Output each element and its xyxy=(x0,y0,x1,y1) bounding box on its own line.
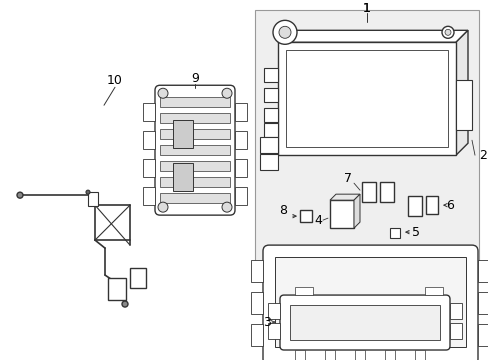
Bar xyxy=(142,131,155,149)
Circle shape xyxy=(222,88,231,98)
Bar xyxy=(173,163,193,191)
Bar xyxy=(384,350,394,360)
Bar xyxy=(88,192,98,206)
Bar xyxy=(449,323,461,339)
Circle shape xyxy=(272,20,296,44)
Circle shape xyxy=(158,88,168,98)
FancyBboxPatch shape xyxy=(263,245,477,360)
Text: 4: 4 xyxy=(313,213,321,227)
Circle shape xyxy=(17,192,23,198)
Bar xyxy=(353,305,365,323)
Bar xyxy=(235,103,246,121)
Bar xyxy=(142,103,155,121)
Circle shape xyxy=(222,202,231,212)
Bar xyxy=(160,177,229,187)
Text: 2: 2 xyxy=(478,149,486,162)
Bar xyxy=(160,129,229,139)
Bar xyxy=(264,68,278,82)
Bar xyxy=(379,182,393,202)
Bar xyxy=(267,303,280,319)
Bar xyxy=(130,268,146,288)
Bar xyxy=(250,324,263,346)
Bar xyxy=(299,210,311,222)
Bar xyxy=(414,350,424,360)
Text: 1: 1 xyxy=(362,2,370,15)
Bar xyxy=(142,159,155,177)
Circle shape xyxy=(158,202,168,212)
Bar xyxy=(354,350,364,360)
Circle shape xyxy=(122,301,128,307)
Bar xyxy=(449,303,461,319)
Bar xyxy=(425,196,437,214)
Circle shape xyxy=(279,26,290,38)
Bar xyxy=(278,42,455,155)
Bar xyxy=(108,278,126,300)
Bar xyxy=(160,193,229,203)
Bar xyxy=(315,307,324,321)
Polygon shape xyxy=(455,30,467,155)
Polygon shape xyxy=(353,194,359,228)
Text: 3: 3 xyxy=(263,315,270,329)
Bar xyxy=(160,161,229,171)
Bar xyxy=(329,200,353,228)
Bar xyxy=(264,123,278,137)
Bar xyxy=(235,187,246,205)
Bar xyxy=(254,10,478,280)
Bar xyxy=(294,287,312,295)
FancyBboxPatch shape xyxy=(280,295,449,350)
Text: 7: 7 xyxy=(343,172,351,185)
Bar xyxy=(285,50,447,147)
Polygon shape xyxy=(278,30,467,42)
Bar xyxy=(294,350,305,360)
Bar xyxy=(264,88,278,102)
Bar xyxy=(160,97,229,107)
Bar xyxy=(455,80,471,130)
Bar xyxy=(325,350,334,360)
Text: 6: 6 xyxy=(445,199,453,212)
Circle shape xyxy=(86,190,90,194)
Bar xyxy=(424,287,442,295)
FancyBboxPatch shape xyxy=(155,85,235,215)
Bar xyxy=(235,159,246,177)
Circle shape xyxy=(441,26,453,38)
Text: 8: 8 xyxy=(279,204,286,217)
Bar xyxy=(267,323,280,339)
Bar xyxy=(407,196,421,216)
Bar xyxy=(160,113,229,123)
Bar xyxy=(477,260,488,282)
Circle shape xyxy=(444,29,450,35)
Bar xyxy=(477,292,488,314)
Bar xyxy=(160,145,229,155)
Bar xyxy=(361,182,375,202)
Bar xyxy=(313,305,325,323)
Text: 10: 10 xyxy=(107,74,122,87)
Bar xyxy=(235,131,246,149)
Bar xyxy=(142,187,155,205)
Bar xyxy=(274,257,465,347)
Bar xyxy=(250,292,263,314)
Bar xyxy=(264,108,278,122)
Bar xyxy=(260,154,278,170)
Bar xyxy=(477,324,488,346)
Text: 9: 9 xyxy=(191,72,199,85)
Bar xyxy=(260,137,278,153)
Bar xyxy=(289,305,439,340)
Bar xyxy=(355,307,363,321)
Text: 5: 5 xyxy=(411,226,419,239)
Text: 1: 1 xyxy=(362,2,370,15)
Polygon shape xyxy=(329,194,359,200)
Bar xyxy=(173,120,193,148)
Bar xyxy=(389,228,399,238)
Bar xyxy=(250,260,263,282)
